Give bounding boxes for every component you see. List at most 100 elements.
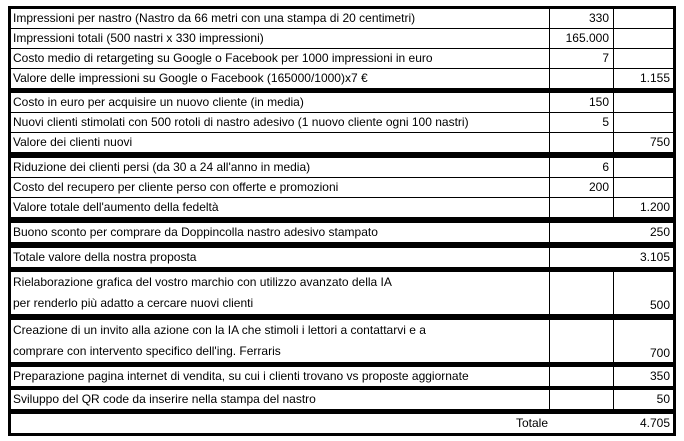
table-row: Preparazione pagina internet di vendita,…	[11, 367, 673, 386]
row-label-line: Riduzione dei clienti persi (da 30 a 24 …	[13, 160, 311, 174]
row-label: Riduzione dei clienti persi (da 30 a 24 …	[11, 158, 550, 177]
table-row: Valore totale dell'aumento della fedeltà…	[11, 197, 673, 217]
row-label-line: Valore totale dell'aumento della fedeltà	[13, 200, 219, 214]
quantity-text: 150	[588, 95, 609, 109]
row-label-line: Buono sconto per comprare da Doppincolla…	[13, 225, 378, 239]
row-label: Valore delle impressioni su Google o Fac…	[11, 69, 550, 88]
row-quantity: 330	[550, 9, 614, 28]
row-amount: 500	[614, 272, 673, 314]
row-quantity: 165.000	[550, 29, 614, 48]
row-label: Nuovi clienti stimolati con 500 rotoli d…	[11, 113, 550, 132]
row-label-line: per renderlo più adatto a cercare nuovi …	[13, 296, 254, 310]
amount-text: 50	[656, 392, 670, 406]
table-row: Buono sconto per comprare da Doppincolla…	[11, 223, 673, 242]
row-quantity	[550, 69, 614, 88]
row-value: 250	[649, 225, 670, 239]
row-label-line: Valore delle impressioni su Google o Fac…	[13, 71, 368, 85]
row-amount: 700	[614, 320, 673, 362]
row-value: 3.105	[639, 250, 670, 264]
quantity-text: 330	[588, 11, 609, 25]
table-row: Creazione di un invito alla azione con l…	[11, 320, 673, 362]
quantity-text: 7	[602, 51, 609, 65]
row-quantity: 6	[550, 158, 614, 177]
row-label: Creazione di un invito alla azione con l…	[11, 320, 550, 362]
row-amount	[614, 178, 673, 197]
row-label: Costo in euro per acquisire un nuovo cli…	[11, 93, 550, 112]
row-label: Sviluppo del QR code da inserire nella s…	[11, 390, 550, 409]
quantity-text: 6	[602, 160, 609, 174]
row-quantity	[550, 133, 614, 152]
table-row: Costo in euro per acquisire un nuovo cli…	[11, 93, 673, 112]
row-amount	[614, 113, 673, 132]
row-quantity	[550, 367, 614, 386]
table-row: Impressioni per nastro (Nastro da 66 met…	[11, 9, 673, 28]
table-row: Sviluppo del QR code da inserire nella s…	[11, 390, 673, 409]
row-label: Valore totale dell'aumento della fedeltà	[11, 198, 550, 217]
row-label: Valore dei clienti nuovi	[11, 133, 550, 152]
total-label: Totale	[515, 416, 548, 430]
row-label-line: Impressioni totali (500 nastri x 330 imp…	[13, 31, 264, 45]
row-amount: 1.155	[614, 69, 673, 88]
row-amount: 50	[614, 390, 673, 409]
row-label-line: comprare con intervento specifico dell'i…	[13, 344, 281, 358]
row-label-line: Rielaborazione grafica del vostro marchi…	[13, 275, 392, 289]
table-row: Valore delle impressioni su Google o Fac…	[11, 68, 673, 88]
quantity-text: 165.000	[565, 31, 609, 45]
row-amount	[614, 158, 673, 177]
quantity-text: 200	[588, 180, 609, 194]
amount-text: 1.200	[639, 200, 670, 214]
amount-text: 700	[649, 346, 670, 360]
row-label: Totale valore della nostra proposta	[11, 248, 550, 267]
row-amount: 1.200	[614, 198, 673, 217]
row-label-line: Creazione di un invito alla azione con l…	[13, 323, 426, 337]
total-value: 4.705	[639, 416, 670, 430]
table-section: Preparazione pagina internet di vendita,…	[8, 364, 676, 389]
row-quantity	[550, 198, 614, 217]
row-label: Impressioni totali (500 nastri x 330 imp…	[11, 29, 550, 48]
table-section: Sviluppo del QR code da inserire nella s…	[8, 387, 676, 412]
row-quantity	[550, 320, 614, 362]
table-row: Totale valore della nostra proposta 3.105	[11, 248, 673, 267]
row-amount	[614, 49, 673, 68]
row-label-line: Costo in euro per acquisire un nuovo cli…	[13, 95, 304, 109]
row-label: Preparazione pagina internet di vendita,…	[11, 367, 550, 386]
table-section: Rielaborazione grafica del vostro marchi…	[8, 269, 676, 317]
row-amount: 350	[614, 367, 673, 386]
table-row: Valore dei clienti nuovi 750	[11, 132, 673, 152]
amount-text: 500	[649, 298, 670, 312]
table-section: Totale 4.705	[8, 411, 676, 436]
row-label-line: Sviluppo del QR code da inserire nella s…	[13, 392, 316, 406]
table-section: Impressioni per nastro (Nastro da 66 met…	[8, 6, 676, 91]
row-label-line: Impressioni per nastro (Nastro da 66 met…	[13, 11, 416, 25]
row-label: Impressioni per nastro (Nastro da 66 met…	[11, 9, 550, 28]
row-amount	[614, 9, 673, 28]
table-row: Impressioni totali (500 nastri x 330 imp…	[11, 28, 673, 48]
table-row: Riduzione dei clienti persi (da 30 a 24 …	[11, 158, 673, 177]
row-label: Rielaborazione grafica del vostro marchi…	[11, 272, 550, 314]
row-label-line: Totale valore della nostra proposta	[13, 250, 197, 264]
amount-text: 1.155	[639, 71, 670, 85]
row-label: Costo del recupero per cliente perso con…	[11, 178, 550, 197]
row-quantity: 150	[550, 93, 614, 112]
row-quantity	[550, 390, 614, 409]
row-label-line: Costo del recupero per cliente perso con…	[13, 180, 339, 194]
row-label: Costo medio di retargeting su Google o F…	[11, 49, 550, 68]
table-row: Costo medio di retargeting su Google o F…	[11, 48, 673, 68]
row-amount	[614, 29, 673, 48]
row-label: Buono sconto per comprare da Doppincolla…	[11, 223, 550, 242]
row-quantity	[550, 272, 614, 314]
row-amount	[614, 93, 673, 112]
row-quantity: 7	[550, 49, 614, 68]
table-row: Costo del recupero per cliente perso con…	[11, 177, 673, 197]
table-row: Nuovi clienti stimolati con 500 rotoli d…	[11, 112, 673, 132]
table-section: Totale valore della nostra proposta 3.105	[8, 245, 676, 270]
row-label-line: Valore dei clienti nuovi	[13, 135, 133, 149]
table-section: Creazione di un invito alla azione con l…	[8, 317, 676, 365]
row-quantity: 200	[550, 178, 614, 197]
row-amount: 750	[614, 133, 673, 152]
row-label-line: Nuovi clienti stimolati con 500 rotoli d…	[13, 115, 469, 129]
table-section: Riduzione dei clienti persi (da 30 a 24 …	[8, 155, 676, 220]
table-row: Rielaborazione grafica del vostro marchi…	[11, 272, 673, 314]
amount-text: 750	[649, 135, 670, 149]
quantity-text: 5	[602, 115, 609, 129]
